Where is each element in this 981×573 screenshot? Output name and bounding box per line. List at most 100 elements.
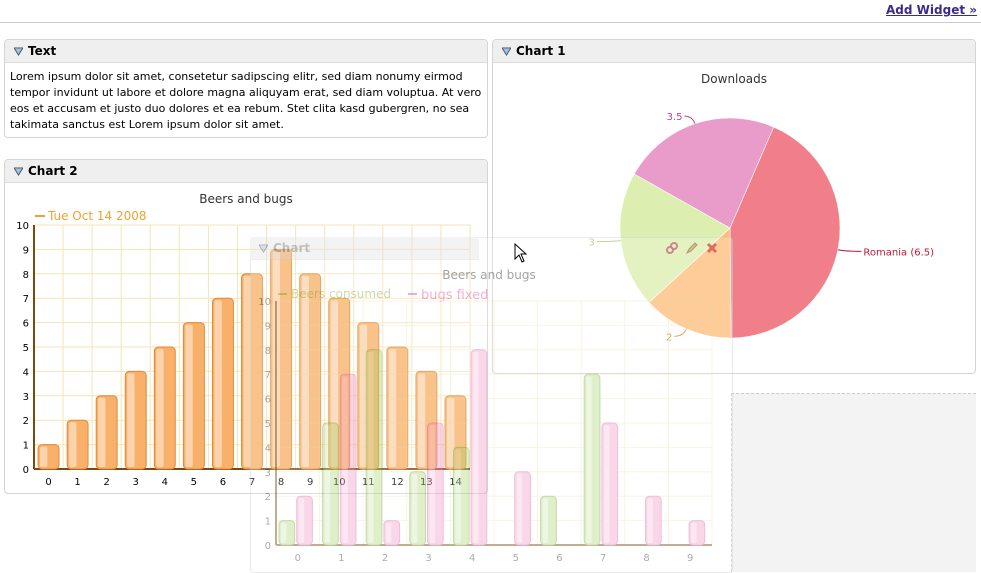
bar: [296, 495, 313, 546]
chart1-widget-header[interactable]: Chart 1: [493, 40, 975, 63]
x-tick-label: 11: [362, 477, 375, 488]
chart2-widget-header[interactable]: Chart 2: [5, 160, 487, 183]
close-icon[interactable]: [705, 241, 719, 255]
bar: [37, 444, 60, 470]
y-tick-label: 10: [16, 221, 29, 232]
bar: [470, 349, 488, 546]
y-tick-label: 7: [23, 294, 29, 305]
collapse-icon[interactable]: [14, 46, 23, 56]
bar: [328, 297, 351, 470]
x-tick-label: 8: [278, 477, 284, 488]
x-tick-label: 13: [420, 477, 433, 488]
chart1-widget: Chart 1 Downloads Romania (6.5) 2 3 3.5: [492, 39, 976, 374]
bar: [95, 395, 118, 470]
x-tick-label: 6: [220, 477, 226, 488]
bar-highlight: [603, 425, 610, 543]
pie-slice: [648, 227, 732, 339]
legend-label: Beers consumed: [291, 287, 391, 301]
bar: [644, 495, 662, 546]
bar-highlight: [388, 349, 397, 467]
bar-highlight: [542, 498, 549, 543]
collapse-icon[interactable]: [502, 46, 511, 56]
bar-chart-title: Beers and bugs: [199, 192, 292, 206]
legend-label: Tue Oct 14 2008: [47, 209, 147, 223]
bar-highlight: [417, 373, 426, 467]
dragging-chart-widget[interactable]: Chart Beers and bugs Beers consumed bugs f…: [250, 237, 733, 573]
header-divider: [0, 22, 981, 23]
y-tick-label: 6: [23, 319, 29, 330]
bar-highlight: [156, 349, 164, 467]
text-widget: Text Lorem ipsum dolor sit amet, consete…: [4, 39, 488, 138]
bar: [426, 422, 444, 546]
link-icon[interactable]: [665, 241, 679, 255]
x-tick-label: 8: [643, 553, 649, 564]
bar: [688, 520, 706, 546]
bar-highlight: [301, 275, 309, 467]
bar-highlight: [586, 376, 592, 543]
bar: [299, 273, 322, 470]
bar-highlight: [455, 449, 461, 543]
bar: [365, 349, 383, 546]
x-tick-label: 9: [687, 553, 693, 564]
bar: [514, 471, 531, 546]
y-tick-label: 3: [265, 468, 271, 479]
bar: [583, 373, 601, 546]
widget-drop-placeholder[interactable]: [731, 393, 976, 572]
y-tick-label: 3: [23, 392, 29, 403]
bar-highlight: [69, 422, 77, 467]
bar: [339, 373, 357, 546]
bar: [409, 471, 426, 546]
x-tick-label: 3: [133, 477, 139, 488]
x-tick-label: 0: [45, 477, 51, 488]
bar-highlight: [127, 373, 135, 467]
edit-icon[interactable]: [685, 241, 699, 255]
bar-highlight: [647, 498, 653, 543]
x-tick-label: 14: [449, 477, 462, 488]
x-tick-label: 5: [191, 477, 197, 488]
bar-highlight: [243, 275, 251, 467]
bar: [540, 495, 557, 546]
bar-highlight: [342, 376, 348, 543]
chart1-widget-title: Chart 1: [516, 44, 566, 58]
x-tick-label: 4: [469, 553, 475, 564]
x-tick-label: 7: [249, 477, 255, 488]
x-tick-label: 10: [333, 477, 346, 488]
bar-highlight: [272, 251, 280, 467]
y-tick-label: 1: [265, 517, 271, 528]
bar: [278, 520, 296, 546]
pie-slice-label: 2: [666, 332, 672, 343]
bar: [211, 297, 234, 470]
dragging-bar-chart: Beers and bugs Beers consumed bugs fixed 0 1…: [258, 268, 713, 564]
bar-highlight: [368, 351, 374, 543]
x-tick-label: 4: [162, 477, 168, 488]
x-tick-label: 3: [425, 553, 431, 564]
widget-action-icons: [665, 241, 719, 255]
add-widget-link[interactable]: Add Widget »: [886, 3, 977, 17]
bar-highlight: [359, 324, 368, 467]
bar-highlight: [385, 522, 392, 543]
dragging-widget-header[interactable]: Chart: [250, 237, 479, 260]
collapse-icon[interactable]: [259, 243, 268, 253]
bar-highlight: [185, 324, 193, 467]
bar-highlight: [281, 522, 287, 543]
text-widget-header[interactable]: Text: [5, 40, 487, 63]
y-tick-label: 2: [265, 492, 271, 503]
collapse-icon[interactable]: [14, 166, 23, 176]
y-tick-label: 6: [265, 395, 271, 406]
bar: [241, 273, 263, 470]
pie-slice-label: 3.5: [667, 112, 683, 123]
x-tick-label: 1: [74, 477, 80, 488]
pie-chart-title: Downloads: [701, 72, 767, 86]
y-tick-label: 5: [23, 343, 29, 354]
bar-highlight: [411, 473, 418, 543]
pie-label-line: [837, 249, 862, 252]
y-tick-label: 9: [265, 321, 271, 332]
bar-chart-title: Beers and bugs: [442, 268, 535, 282]
y-tick-label: 5: [265, 419, 271, 430]
pie-slice-label: Romania (6.5): [863, 247, 934, 258]
pie-slice-label: 3: [588, 238, 594, 249]
bar: [270, 248, 293, 470]
legend-label: bugs fixed: [421, 288, 488, 303]
y-tick-label: 8: [23, 270, 29, 281]
